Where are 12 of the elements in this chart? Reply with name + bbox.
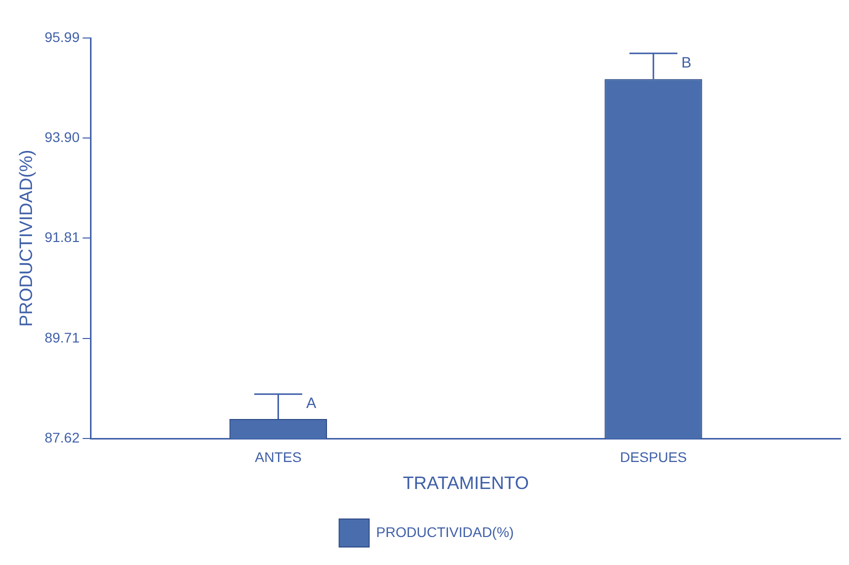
y-tick-label: 91.81: [44, 228, 80, 245]
x-axis-title: TRATAMIENTO: [402, 473, 529, 494]
annotation: A: [306, 395, 316, 412]
y-axis-title: PRODUCTIVIDAD(%): [16, 150, 36, 327]
y-tick-label: 93.90: [44, 128, 80, 145]
x-tick-label: ANTES: [254, 448, 302, 465]
y-tick-label: 95.99: [44, 28, 80, 45]
y-tick-label: 89.71: [44, 329, 80, 346]
x-tick-label: DESPUES: [620, 448, 687, 465]
legend-label: PRODUCTIVIDAD(%): [376, 524, 514, 540]
y-tick-label: 87.62: [44, 429, 80, 446]
annotation: B: [681, 54, 692, 72]
